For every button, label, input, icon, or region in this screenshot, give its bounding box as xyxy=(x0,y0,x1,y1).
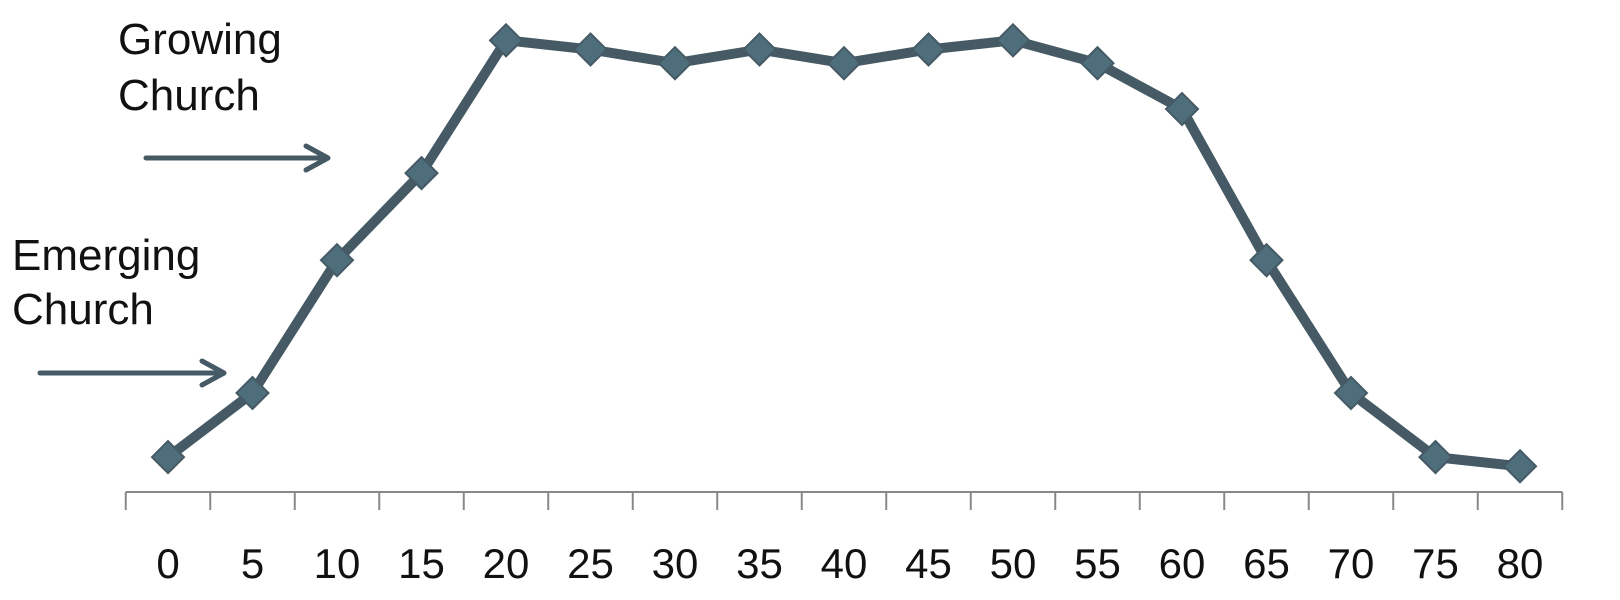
x-tick-label: 65 xyxy=(1243,540,1290,587)
x-tick-label: 60 xyxy=(1159,540,1206,587)
annotation-emerging-line1: Emerging xyxy=(12,231,200,280)
x-tick-label: 45 xyxy=(905,540,952,587)
arrow-right-icon xyxy=(37,358,227,388)
data-point-marker xyxy=(150,439,186,475)
annotation-growing-line1: Growing xyxy=(118,15,282,64)
annotation-growing-church: Growing Church xyxy=(118,15,331,173)
x-tick-label: 0 xyxy=(156,540,179,587)
series-markers xyxy=(150,22,1538,484)
data-point-marker xyxy=(657,45,693,81)
data-point-marker xyxy=(404,155,439,191)
data-point-marker xyxy=(1249,242,1284,278)
x-tick-label: 15 xyxy=(398,540,445,587)
data-point-marker xyxy=(1080,45,1115,81)
x-tick-label: 5 xyxy=(241,540,264,587)
x-axis-tick-labels: 0 5 10 15 20 25 30 35 40 45 50 55 60 65 70 75 80 xyxy=(156,540,1543,587)
data-point-marker xyxy=(488,22,524,58)
x-tick-label: 70 xyxy=(1328,540,1375,587)
data-point-marker xyxy=(1502,448,1538,484)
data-point-marker xyxy=(995,22,1031,58)
data-point-marker xyxy=(826,45,862,81)
x-tick-label: 40 xyxy=(821,540,868,587)
series-group xyxy=(150,22,1538,484)
x-tick-label: 25 xyxy=(567,540,614,587)
x-tick-label: 75 xyxy=(1412,540,1459,587)
x-axis: 0 5 10 15 20 25 30 35 40 45 50 55 60 65 70 75 80 xyxy=(124,491,1564,587)
data-point-marker xyxy=(1418,439,1453,475)
annotation-emerging-line2: Church xyxy=(12,285,154,334)
annotation-growing-line2: Church xyxy=(118,71,260,120)
x-tick-label: 20 xyxy=(483,540,530,587)
x-axis-ticks xyxy=(124,492,1564,510)
data-point-marker xyxy=(235,375,270,411)
x-tick-label: 35 xyxy=(736,540,783,587)
x-tick-label: 50 xyxy=(990,540,1037,587)
data-point-marker xyxy=(911,32,946,67)
data-point-marker xyxy=(1333,375,1369,411)
data-point-marker xyxy=(1164,91,1200,127)
x-tick-label: 10 xyxy=(314,540,361,587)
x-tick-label: 55 xyxy=(1074,540,1121,587)
data-point-marker xyxy=(573,32,608,67)
annotation-emerging-church: Emerging Church xyxy=(12,231,227,388)
series-line xyxy=(163,35,1525,472)
data-point-marker xyxy=(742,32,777,67)
x-tick-label: 80 xyxy=(1497,540,1544,587)
arrow-right-icon xyxy=(143,143,331,173)
data-point-marker xyxy=(319,242,355,278)
x-tick-label: 30 xyxy=(652,540,699,587)
